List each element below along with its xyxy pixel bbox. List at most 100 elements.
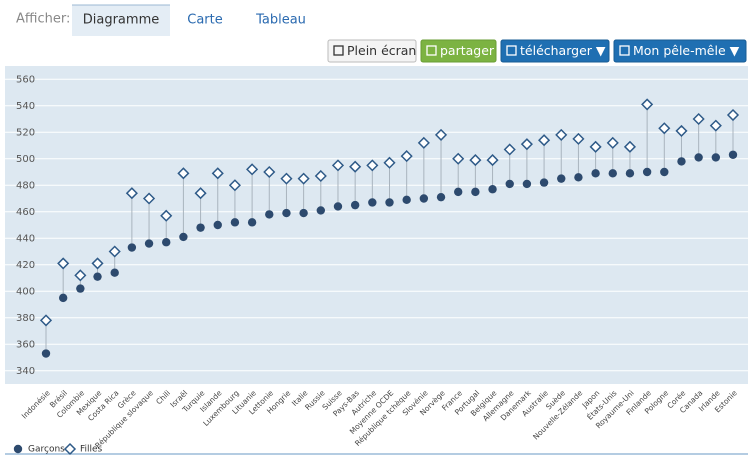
y-tick-label: 500	[16, 154, 35, 165]
show-label: Afficher:	[16, 12, 70, 27]
diamond	[194, 187, 207, 200]
diamond	[641, 98, 654, 111]
diamond	[658, 122, 671, 135]
dot	[162, 238, 171, 247]
dot	[144, 239, 154, 248]
diamond	[452, 152, 465, 165]
dot	[76, 284, 85, 293]
y-tick-label: 360	[16, 339, 35, 350]
dot	[557, 174, 566, 183]
diamond	[589, 140, 602, 153]
dot	[488, 185, 497, 194]
tab-label[interactable]: Carte	[187, 13, 222, 28]
y-tick-label: 440	[16, 233, 35, 244]
dot	[471, 187, 480, 197]
dot	[454, 187, 463, 197]
button-label[interactable]: Mon pêle-mêle ▼	[633, 43, 740, 58]
diamond	[692, 112, 705, 126]
diamond	[331, 159, 345, 172]
diamond	[503, 143, 516, 156]
dot	[574, 173, 583, 182]
diamond	[623, 140, 637, 153]
diamond	[57, 257, 70, 270]
legend-label: Filles	[80, 445, 103, 455]
diamond	[400, 150, 413, 163]
button-icon	[506, 45, 517, 56]
dot	[265, 210, 274, 219]
dot	[419, 194, 429, 203]
diamond	[383, 156, 396, 169]
button-icon	[333, 45, 344, 56]
y-tick-label: 520	[16, 127, 35, 138]
diamond	[555, 128, 568, 141]
dot	[213, 220, 222, 230]
diamond	[417, 136, 430, 149]
diamond	[434, 128, 448, 141]
diamond	[469, 154, 482, 167]
y-tick-label: 460	[16, 207, 35, 218]
legend-marker	[13, 444, 23, 454]
diamond	[572, 132, 585, 145]
diamond	[263, 165, 276, 179]
diamond	[228, 179, 241, 192]
diamond	[366, 159, 379, 172]
diamond	[74, 269, 87, 282]
y-tick-label: 340	[16, 366, 35, 377]
dot	[230, 218, 240, 227]
dot	[608, 169, 617, 178]
y-tick-label: 540	[16, 101, 35, 112]
diamond	[520, 138, 533, 151]
dot	[642, 167, 652, 177]
diamond	[177, 167, 190, 180]
dot	[368, 198, 377, 207]
diamond	[675, 124, 688, 137]
dot	[522, 179, 532, 189]
diamond	[39, 314, 53, 327]
diamond	[91, 257, 104, 270]
diamond	[314, 169, 327, 183]
plot-background	[5, 66, 748, 384]
diamond	[108, 245, 121, 258]
legend-marker	[63, 442, 77, 456]
button-icon	[619, 45, 630, 56]
diamond	[486, 154, 499, 167]
tab-label[interactable]: Tableau	[255, 13, 306, 28]
button-label[interactable]: télécharger ▼	[520, 43, 606, 58]
y-tick-label: 420	[16, 260, 35, 271]
dot	[539, 178, 549, 187]
dot	[316, 206, 325, 215]
diamond	[246, 163, 259, 176]
diamond	[538, 134, 551, 147]
dot	[402, 195, 411, 205]
dot	[505, 179, 514, 189]
diamond	[211, 167, 224, 180]
dot	[41, 349, 51, 358]
diamond	[125, 187, 138, 200]
diamond	[280, 172, 293, 185]
dot	[694, 153, 703, 162]
dot	[127, 243, 137, 252]
button[interactable]	[327, 39, 417, 63]
diamond	[606, 136, 619, 149]
button-label[interactable]: partager	[440, 43, 495, 58]
diamond	[726, 108, 740, 122]
dot	[711, 153, 721, 162]
diamond	[709, 119, 722, 132]
dot	[93, 272, 102, 281]
button[interactable]	[500, 39, 610, 63]
y-tick-label: 560	[16, 74, 35, 85]
tab-active[interactable]	[72, 5, 170, 36]
dot	[350, 200, 360, 210]
dot	[282, 208, 291, 218]
dot	[436, 192, 446, 202]
button-label[interactable]: Plein écran	[347, 43, 416, 58]
diamond	[349, 160, 362, 173]
dot	[591, 169, 600, 178]
tab-label[interactable]: Diagramme	[83, 13, 159, 28]
dot	[247, 218, 257, 227]
button[interactable]	[613, 39, 747, 63]
button[interactable]	[420, 39, 497, 63]
y-tick-label: 380	[16, 313, 35, 324]
dot	[333, 202, 343, 211]
